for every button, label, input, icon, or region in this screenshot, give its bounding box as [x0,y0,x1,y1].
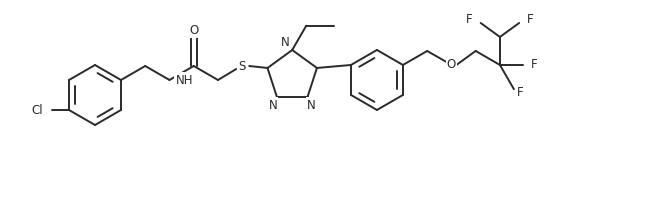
Text: N: N [281,36,290,49]
Text: Cl: Cl [32,104,43,117]
Text: F: F [466,13,472,26]
Text: NH: NH [176,73,193,86]
Text: F: F [517,86,524,99]
Text: O: O [447,58,456,72]
Text: N: N [307,99,316,112]
Text: S: S [239,59,246,72]
Text: N: N [268,99,277,112]
Text: O: O [189,23,198,36]
Text: F: F [531,58,538,72]
Text: F: F [527,13,534,26]
